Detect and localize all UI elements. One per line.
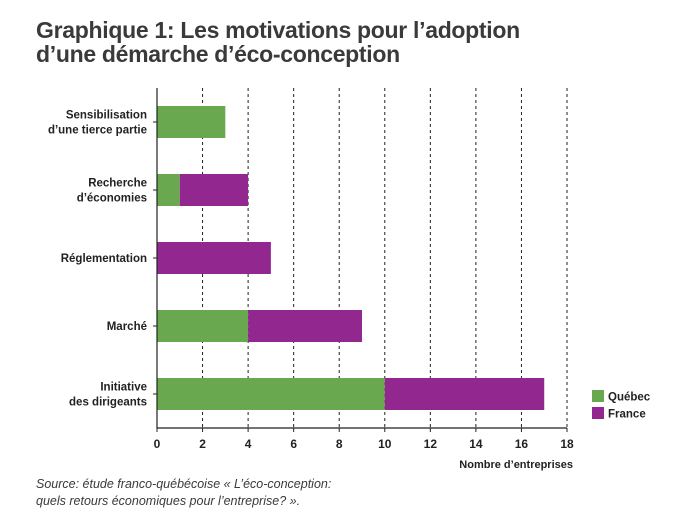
x-tick-label: 10 xyxy=(378,437,392,451)
legend-label: Québec xyxy=(608,392,651,404)
bar-segment xyxy=(179,174,249,206)
x-tick-labels: 0 2 4 6 8 10 12 14 16 18 xyxy=(154,437,574,451)
legend-label: France xyxy=(608,409,646,421)
source-line-2: quels retours économiques pour l’entrepr… xyxy=(36,494,301,508)
category-label: Réglementation xyxy=(61,253,147,265)
category-label: des dirigeants xyxy=(69,397,147,409)
x-tick-label: 18 xyxy=(560,437,574,451)
bar-segment xyxy=(157,378,385,410)
category-label: Initiative xyxy=(100,382,147,394)
x-tick-label: 8 xyxy=(336,437,343,451)
category-label: d’économies xyxy=(77,193,147,205)
bar-segment xyxy=(157,310,249,342)
x-tick-label: 6 xyxy=(290,437,297,451)
x-axis-label: Nombre d’entreprises xyxy=(459,459,573,471)
chart-title: Graphique 1: Les motivations pour l’adop… xyxy=(36,18,520,66)
x-tick-label: 4 xyxy=(245,437,252,451)
bar-segment xyxy=(157,242,271,274)
category-label: d’une tierce partie xyxy=(48,125,147,137)
chart-title-line-1: Graphique 1: Les motivations pour l’adop… xyxy=(36,17,520,43)
category-label: Recherche xyxy=(88,178,147,190)
x-tick-label: 16 xyxy=(515,437,529,451)
x-tick-label: 0 xyxy=(154,437,161,451)
legend: Québec France xyxy=(592,390,651,421)
legend-swatch xyxy=(592,407,604,419)
x-tick-label: 12 xyxy=(424,437,438,451)
x-tick-label: 14 xyxy=(469,437,483,451)
bar-segment xyxy=(157,174,180,206)
bar-segment xyxy=(157,106,226,138)
category-label: Marché xyxy=(107,321,147,333)
bars xyxy=(157,106,545,410)
source-line-1: Source: étude franco-québécoise « L’éco-… xyxy=(36,477,332,491)
chart-title-line-2: d’une démarche d’éco-conception xyxy=(36,41,400,67)
bar-segment xyxy=(384,378,545,410)
category-labels: Sensibilisation d’une tierce partie Recher… xyxy=(48,110,147,409)
category-label: Sensibilisation xyxy=(66,110,147,122)
axes xyxy=(153,88,568,432)
grid-lines xyxy=(202,88,568,428)
bar-segment xyxy=(248,310,362,342)
x-tick-label: 2 xyxy=(199,437,206,451)
legend-swatch xyxy=(592,390,604,402)
source-note: Source: étude franco-québécoise « L’éco-… xyxy=(36,476,331,510)
